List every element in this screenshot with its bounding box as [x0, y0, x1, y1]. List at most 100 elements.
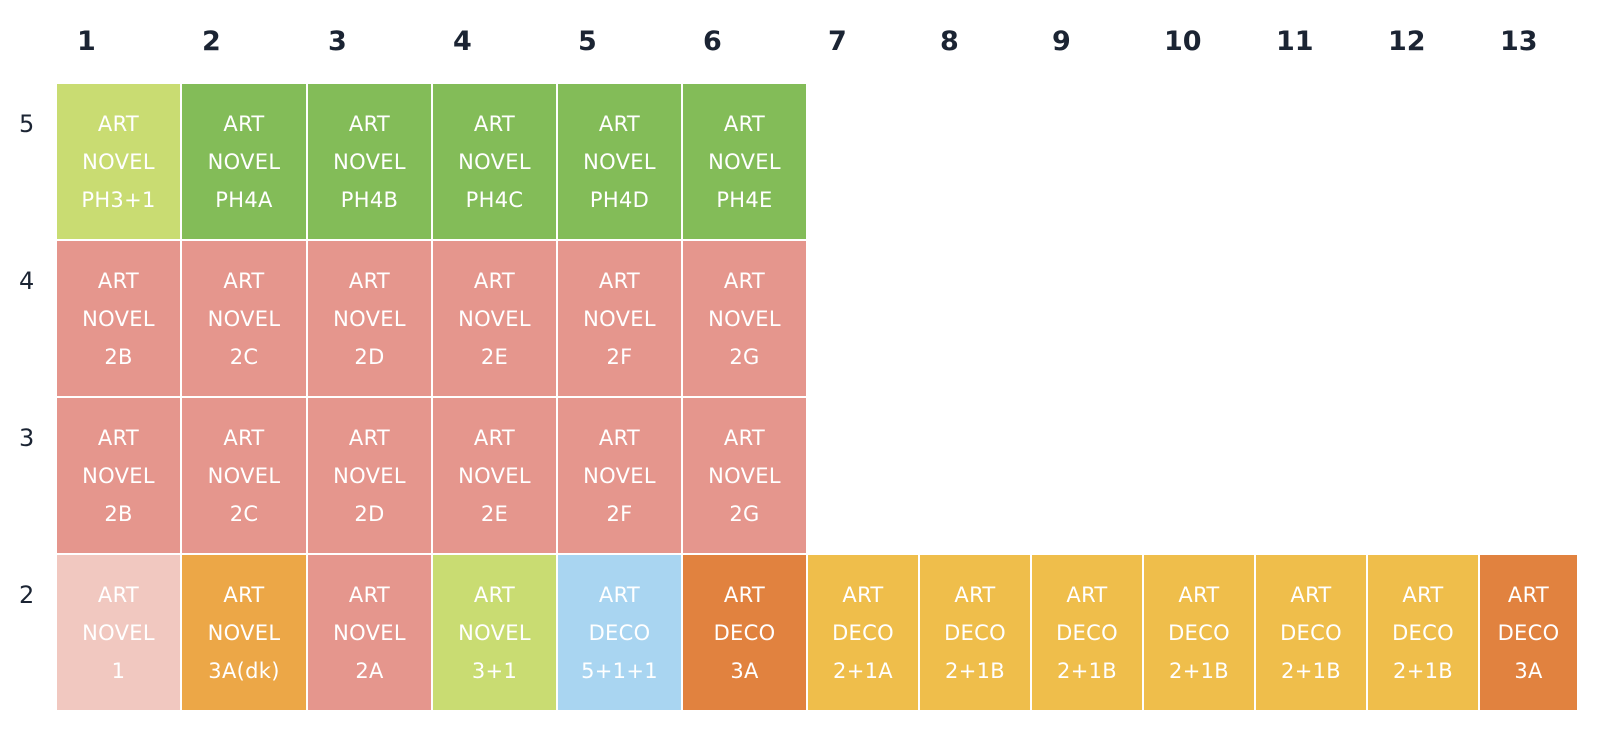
column-header-11: 11	[1276, 26, 1314, 57]
unit-cell-line: ART	[723, 425, 766, 450]
unit-cell-line: PH3+1	[81, 187, 156, 212]
unit-cell[interactable]: ART NOVEL PH4D	[558, 84, 681, 239]
unit-cell-line: 2D	[354, 501, 385, 526]
unit-cell-line: 3A(dk)	[208, 658, 280, 683]
column-header-6: 6	[703, 26, 722, 57]
unit-cell[interactable]: ART DECO 2+1B	[1368, 555, 1478, 710]
unit-cell-line: 2+1B	[1281, 658, 1341, 683]
unit-cell[interactable]: ART NOVEL 2E	[433, 398, 556, 553]
unit-cell[interactable]: ART NOVEL PH4A	[182, 84, 306, 239]
unit-cell-line: NOVEL	[333, 149, 406, 174]
unit-cell[interactable]: ART NOVEL 2G	[683, 398, 806, 553]
unit-cell[interactable]: ART NOVEL 2G	[683, 241, 806, 396]
unit-cell-line: DECO	[1392, 620, 1454, 645]
unit-cell-line: ART	[97, 582, 140, 607]
unit-cell[interactable]: ART DECO 2+1B	[1256, 555, 1366, 710]
unit-cell-line: NOVEL	[583, 463, 656, 488]
unit-cell-line: ART	[97, 425, 140, 450]
unit-cell-line: 2+1B	[1393, 658, 1453, 683]
unit-cell-line: 2G	[729, 344, 760, 369]
column-header-10: 10	[1164, 26, 1202, 57]
column-header-2: 2	[202, 26, 221, 57]
unit-cell[interactable]: ART NOVEL 2B	[57, 398, 180, 553]
unit-cell-line: NOVEL	[207, 306, 281, 331]
unit-cell[interactable]: ART NOVEL 2B	[57, 241, 180, 396]
unit-cell-line: DECO	[1497, 620, 1560, 645]
row-label-3: 3	[19, 424, 35, 452]
unit-cell-line: NOVEL	[333, 306, 406, 331]
unit-cell[interactable]: ART NOVEL 3A(dk)	[182, 555, 306, 710]
unit-cell[interactable]: ART NOVEL PH4B	[308, 84, 431, 239]
unit-cell-line: NOVEL	[82, 306, 155, 331]
unit-cell-line: 2A	[355, 658, 384, 683]
column-header-13: 13	[1500, 26, 1538, 57]
unit-cell-line: PH4B	[340, 187, 399, 212]
unit-cell[interactable]: ART NOVEL 2E	[433, 241, 556, 396]
unit-cell[interactable]: ART NOVEL 2D	[308, 241, 431, 396]
column-header-8: 8	[940, 26, 959, 57]
unit-cell[interactable]: ART NOVEL 2A	[308, 555, 431, 710]
column-header-7: 7	[828, 26, 847, 57]
unit-cell-line: 2B	[104, 501, 133, 526]
unit-cell[interactable]: ART DECO 2+1B	[920, 555, 1030, 710]
column-header-5: 5	[578, 26, 597, 57]
unit-cell-line: ART	[348, 111, 391, 136]
unit-cell-line: DECO	[944, 620, 1006, 645]
unit-cell-line: DECO	[1056, 620, 1118, 645]
unit-cell[interactable]: ART NOVEL 3+1	[433, 555, 556, 710]
unit-cell-line: ART	[223, 582, 265, 607]
unit-cell[interactable]: ART DECO 2+1B	[1144, 555, 1254, 710]
unit-cell[interactable]: ART NOVEL 1	[57, 555, 180, 710]
unit-cell-line: DECO	[832, 620, 894, 645]
unit-cell-line: NOVEL	[458, 463, 531, 488]
unit-cell-line: ART	[97, 268, 140, 293]
unit-cell-line: ART	[1507, 582, 1550, 607]
unit-cell-line: DECO	[713, 620, 776, 645]
unit-cell[interactable]: ART NOVEL 2C	[182, 241, 306, 396]
unit-cell-line: NOVEL	[458, 620, 531, 645]
unit-cell-line: ART	[598, 111, 641, 136]
unit-cell-line: 1	[111, 658, 126, 683]
unit-cell-line: ART	[1066, 582, 1108, 607]
unit-cell[interactable]: ART NOVEL PH4E	[683, 84, 806, 239]
unit-cell-line: ART	[348, 582, 391, 607]
unit-cell[interactable]: ART NOVEL 2C	[182, 398, 306, 553]
unit-cell-line: PH4D	[589, 187, 650, 212]
column-header-9: 9	[1052, 26, 1071, 57]
column-header-1: 1	[77, 26, 96, 57]
unit-cell[interactable]: ART DECO 3A	[1480, 555, 1577, 710]
unit-cell-line: NOVEL	[708, 463, 781, 488]
unit-cell[interactable]: ART NOVEL 2F	[558, 241, 681, 396]
unit-cell-line: ART	[598, 425, 641, 450]
unit-cell[interactable]: ART DECO 2+1B	[1032, 555, 1142, 710]
unit-cell[interactable]: ART NOVEL PH3+1	[57, 84, 180, 239]
unit-cell[interactable]: ART NOVEL 2D	[308, 398, 431, 553]
unit-cell-line: ART	[97, 111, 140, 136]
unit-cell-line: NOVEL	[583, 306, 656, 331]
unit-cell-line: NOVEL	[333, 620, 406, 645]
unit-cell-line: ART	[1402, 582, 1444, 607]
unit-cell-line: ART	[598, 582, 641, 607]
column-header-4: 4	[453, 26, 472, 57]
unit-cell[interactable]: ART DECO 3A	[683, 555, 806, 710]
unit-cell-line: NOVEL	[207, 620, 281, 645]
unit-cell-line: 2G	[729, 501, 760, 526]
unit-cell-line: NOVEL	[82, 149, 155, 174]
unit-cell-line: DECO	[1280, 620, 1342, 645]
unit-cell[interactable]: ART DECO 5+1+1	[558, 555, 681, 710]
unit-cell[interactable]: ART NOVEL PH4C	[433, 84, 556, 239]
unit-cell[interactable]: ART DECO 2+1A	[808, 555, 918, 710]
column-header-3: 3	[328, 26, 347, 57]
unit-cell-line: 2F	[606, 344, 633, 369]
unit-cell-line: ART	[723, 268, 766, 293]
unit-cell-line: NOVEL	[207, 463, 281, 488]
unit-cell-line: 3A	[1514, 658, 1543, 683]
unit-cell-line: ART	[348, 425, 391, 450]
unit-cell-line: NOVEL	[458, 149, 531, 174]
unit-cell-line: 3+1	[471, 658, 518, 683]
unit-cell-line: ART	[954, 582, 996, 607]
unit-cell[interactable]: ART NOVEL 2F	[558, 398, 681, 553]
unit-cell-line: ART	[723, 582, 766, 607]
unit-cell-line: DECO	[1168, 620, 1230, 645]
